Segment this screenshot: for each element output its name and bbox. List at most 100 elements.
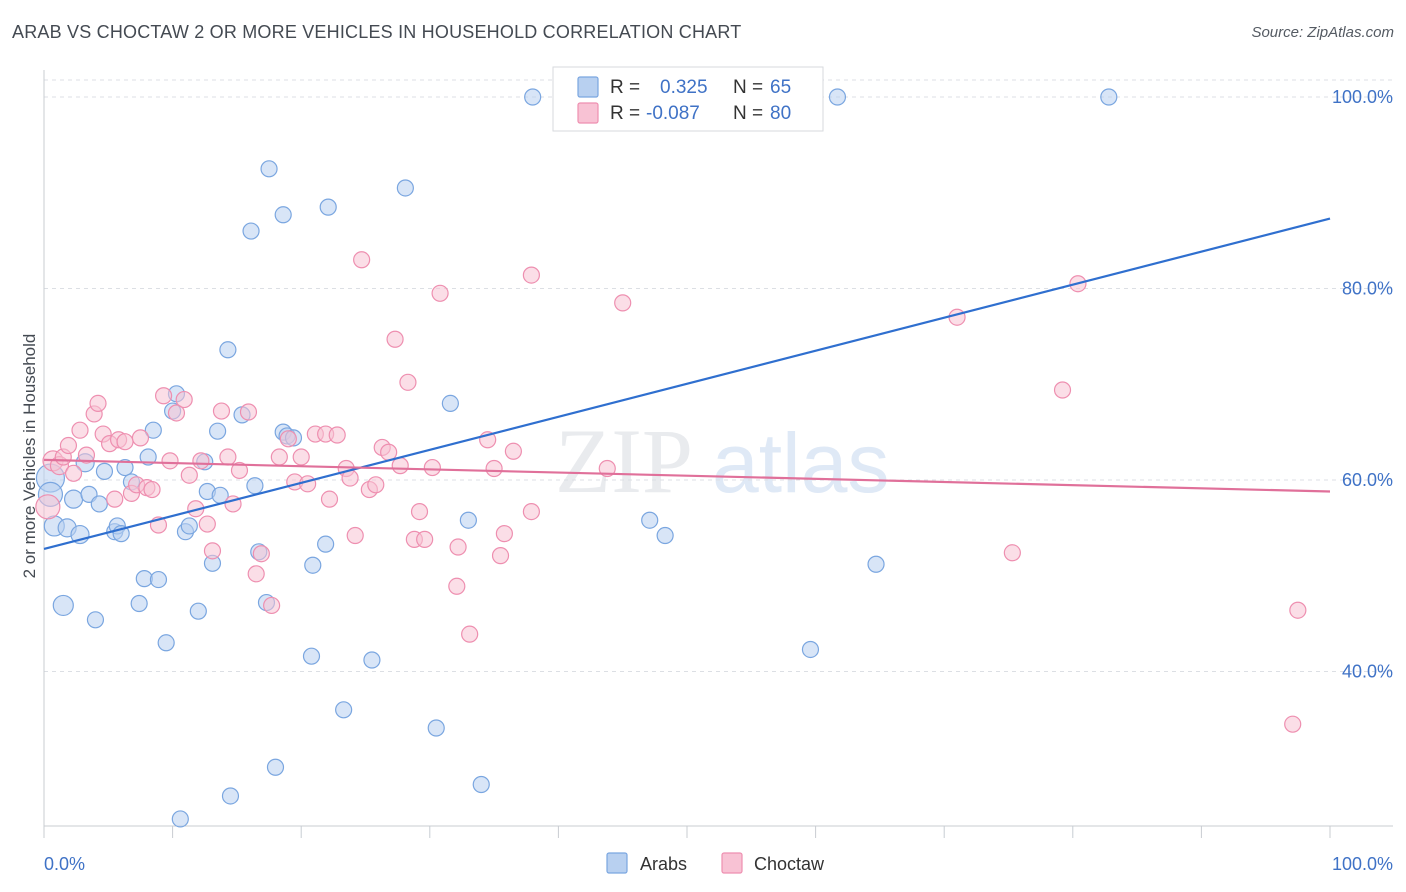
choctaw-point-0 <box>35 494 61 520</box>
arabs-point-56 <box>459 511 477 529</box>
choctaw-series-swatch <box>721 852 743 874</box>
series-legend: Arabs Choctaw <box>606 852 825 874</box>
choctaw-point-35 <box>247 565 265 583</box>
arabs-legend-swatch <box>577 76 599 98</box>
choctaw-point-68 <box>491 547 510 565</box>
choctaw-point-56 <box>391 457 409 475</box>
choctaw-point-25 <box>180 466 198 484</box>
choctaw-point-17 <box>131 429 150 447</box>
choctaw-point-62 <box>431 284 449 302</box>
choctaw-point-54 <box>380 443 398 461</box>
choctaw-point-38 <box>270 448 288 466</box>
choctaw-point-9 <box>89 394 107 412</box>
arabs-point-66 <box>1100 88 1118 106</box>
arabs-point-52 <box>363 651 381 669</box>
legend-n-label-arabs: N = <box>733 77 763 98</box>
choctaw-point-5 <box>64 464 83 482</box>
choctaw-point-34 <box>239 403 258 421</box>
arabs-point-3 <box>52 594 74 617</box>
arabs-point-19 <box>139 448 157 466</box>
arabs-point-48 <box>304 556 322 574</box>
legend-r-value-choctaw: -0.087 <box>646 103 700 124</box>
choctaw-point-12 <box>106 490 124 508</box>
choctaw-points <box>35 251 1307 733</box>
y-tick-label-80: 80.0% <box>1342 279 1393 299</box>
choctaw-point-80 <box>1284 715 1302 733</box>
arabs-point-61 <box>656 526 674 545</box>
chart-title: ARAB VS CHOCTAW 2 OR MORE VEHICLES IN HO… <box>12 22 742 42</box>
choctaw-point-76 <box>1003 544 1021 562</box>
arabs-point-47 <box>302 647 321 665</box>
arabs-point-21 <box>149 570 168 589</box>
choctaw-trend-line <box>43 458 1331 493</box>
choctaw-point-6 <box>71 421 89 439</box>
choctaw-point-21 <box>154 387 173 405</box>
choctaw-point-52 <box>367 476 385 494</box>
choctaw-point-60 <box>416 530 434 548</box>
arabs-point-65 <box>867 555 885 573</box>
choctaw-point-59 <box>410 502 429 521</box>
choctaw-point-79 <box>1289 601 1307 619</box>
x-tick-label-max: 100.0% <box>1332 854 1393 874</box>
choctaw-point-73 <box>598 459 616 478</box>
choctaw-point-63 <box>449 538 467 556</box>
choctaw-point-31 <box>219 448 237 466</box>
choctaw-point-37 <box>263 596 281 615</box>
choctaw-point-72 <box>522 266 540 284</box>
trend-lines <box>43 217 1331 551</box>
arabs-point-57 <box>472 775 490 794</box>
arabs-point-55 <box>441 394 459 412</box>
arabs-point-51 <box>335 701 353 719</box>
choctaw-point-36 <box>252 545 270 563</box>
y-tick-label-100: 100.0% <box>1332 87 1393 107</box>
stats-legend: R = 0.325 N = 65 R = -0.087 N = 80 <box>552 66 824 132</box>
arabs-point-63 <box>801 640 820 659</box>
choctaw-point-49 <box>346 526 364 545</box>
legend-r-value-arabs: 0.325 <box>660 77 708 98</box>
choctaw-point-75 <box>948 308 966 326</box>
arabs-point-50 <box>319 198 337 216</box>
arabs-point-35 <box>221 787 240 805</box>
choctaw-point-39 <box>279 430 297 448</box>
choctaw-point-71 <box>522 502 540 521</box>
arabs-point-11 <box>95 462 114 480</box>
choctaw-point-61 <box>423 458 441 477</box>
choctaw-point-70 <box>504 442 522 460</box>
choctaw-point-19 <box>143 480 161 499</box>
legend-r-label-arabs: R = <box>610 77 640 98</box>
arabs-point-15 <box>116 458 134 477</box>
watermark-atlas: atlas <box>712 416 889 510</box>
choctaw-point-42 <box>299 475 317 493</box>
y-tick-label-40: 40.0% <box>1342 662 1393 682</box>
choctaw-point-55 <box>386 330 404 348</box>
choctaw-point-30 <box>212 402 231 420</box>
arabs-point-25 <box>171 810 189 828</box>
choctaw-point-77 <box>1053 381 1072 399</box>
choctaw-point-24 <box>175 390 193 409</box>
arabs-point-42 <box>266 758 285 776</box>
choctaw-point-22 <box>161 452 179 470</box>
choctaw-point-28 <box>198 515 216 533</box>
legend-n-label-choctaw: N = <box>733 103 763 124</box>
arabs-point-32 <box>209 422 227 440</box>
choctaw-point-23 <box>167 404 186 422</box>
arabs-series-swatch <box>606 852 628 874</box>
arabs-point-60 <box>641 511 659 529</box>
arabs-point-37 <box>242 222 260 240</box>
y-axis-tick-labels: 40.0% 60.0% 80.0% 100.0% <box>1332 87 1393 682</box>
y-axis-label: 2 or more Vehicles in Household <box>20 334 39 579</box>
arabs-point-54 <box>427 719 445 737</box>
choctaw-point-27 <box>192 452 210 470</box>
arabs-point-22 <box>157 634 175 652</box>
arabs-point-28 <box>189 602 207 620</box>
choctaw-point-41 <box>292 448 310 466</box>
choctaw-point-57 <box>399 373 417 391</box>
choctaw-point-69 <box>495 525 513 543</box>
x-tick-label-min: 0.0% <box>44 854 85 874</box>
choctaw-point-74 <box>614 294 632 312</box>
arabs-trend-line <box>43 217 1331 551</box>
choctaw-point-67 <box>485 459 503 478</box>
choctaw-point-33 <box>230 461 249 480</box>
arabs-point-17 <box>130 594 148 613</box>
